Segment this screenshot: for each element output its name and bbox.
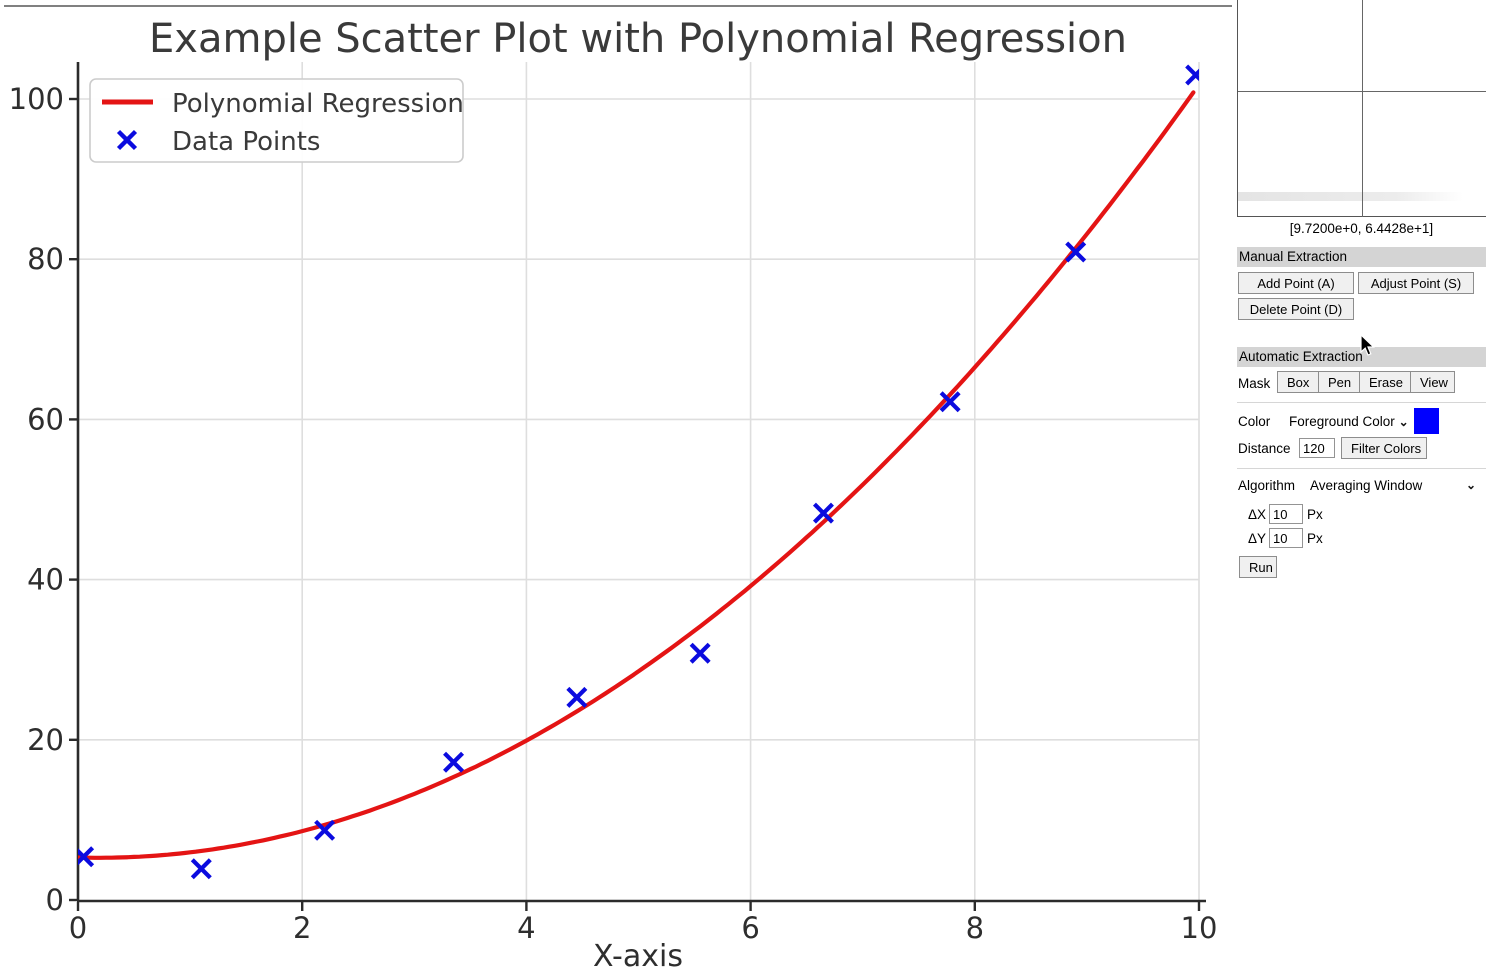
data-point-marker[interactable] xyxy=(314,819,336,841)
regression-curve xyxy=(78,90,1196,860)
data-point-marker[interactable] xyxy=(1065,241,1087,263)
algorithm-label: Algorithm xyxy=(1238,478,1296,493)
x-tick-label: 10 xyxy=(1181,911,1218,945)
mask-view-button[interactable]: View xyxy=(1410,371,1455,393)
data-point-marker[interactable] xyxy=(190,858,212,880)
separator xyxy=(1237,468,1486,469)
x-tick-label: 6 xyxy=(741,911,759,945)
data-point-marker[interactable] xyxy=(566,686,588,708)
dy-unit: Px xyxy=(1307,531,1323,546)
mask-button-group: Box Pen Erase View xyxy=(1277,371,1455,393)
x-tick-label: 8 xyxy=(966,911,984,945)
zoom-preview-window xyxy=(1237,0,1486,217)
dy-label: ΔY xyxy=(1248,531,1267,546)
color-select[interactable]: Foreground Color ⌄ xyxy=(1289,414,1409,429)
separator xyxy=(1237,402,1486,403)
chart-canvas[interactable]: 0 20 40 60 80 100 0 2 4 6 8 10 Example Scatter Plot … xyxy=(0,0,1237,969)
dx-unit: Px xyxy=(1307,507,1323,522)
y-tick-label: 80 xyxy=(27,242,64,276)
legend: Polynomial Regression Data Points xyxy=(89,78,464,163)
color-select-value: Foreground Color xyxy=(1289,414,1395,429)
data-point-marker[interactable] xyxy=(75,846,95,868)
data-point-marker[interactable] xyxy=(812,502,834,524)
filter-colors-button[interactable]: Filter Colors xyxy=(1341,437,1427,459)
x-tick-label: 4 xyxy=(517,911,535,945)
run-button[interactable]: Run xyxy=(1239,556,1277,578)
mask-box-button[interactable]: Box xyxy=(1277,371,1319,393)
add-point-button[interactable]: Add Point (A) xyxy=(1238,272,1354,294)
foreground-color-swatch[interactable] xyxy=(1414,408,1439,434)
dx-input[interactable] xyxy=(1269,504,1303,524)
color-label: Color xyxy=(1238,414,1271,429)
y-tick-label: 40 xyxy=(27,563,64,597)
y-tick-label: 60 xyxy=(27,402,64,436)
y-tick-label: 0 xyxy=(46,883,64,917)
data-point-marker[interactable] xyxy=(689,642,711,664)
x-tick-label: 0 xyxy=(69,911,87,945)
data-point-marker[interactable] xyxy=(1185,64,1205,86)
algorithm-select-value: Averaging Window xyxy=(1310,478,1423,493)
adjust-point-button[interactable]: Adjust Point (S) xyxy=(1358,272,1474,294)
delete-point-button[interactable]: Delete Point (D) xyxy=(1238,298,1354,320)
mouse-cursor-icon xyxy=(1360,333,1375,356)
manual-extraction-header: Manual Extraction xyxy=(1237,247,1486,267)
distance-input[interactable] xyxy=(1299,438,1335,458)
x-tick-label: 2 xyxy=(293,911,311,945)
crosshair-vertical xyxy=(1362,0,1363,217)
cursor-coordinates: [9.7200e+0, 6.4428e+1] xyxy=(1289,221,1434,236)
distance-label: Distance xyxy=(1238,441,1291,456)
chevron-down-icon: ⌄ xyxy=(1398,415,1409,429)
mask-pen-button[interactable]: Pen xyxy=(1318,371,1360,393)
automatic-extraction-header: Automatic Extraction xyxy=(1237,347,1486,367)
legend-label-regression: Polynomial Regression xyxy=(172,89,464,119)
side-panel: [9.7200e+0, 6.4428e+1] Manual Extraction… xyxy=(1237,0,1486,969)
legend-label-points: Data Points xyxy=(172,127,320,157)
chart-title: Example Scatter Plot with Polynomial Reg… xyxy=(149,16,1127,62)
mask-erase-button[interactable]: Erase xyxy=(1359,371,1411,393)
y-tick-label: 20 xyxy=(27,723,64,757)
crosshair-horizontal xyxy=(1238,91,1486,92)
zoom-preview-content xyxy=(1238,192,1463,201)
y-tick-label: 100 xyxy=(9,82,64,116)
scatter-plot-image[interactable]: 0 20 40 60 80 100 0 2 4 6 8 10 Example Scatter Plot … xyxy=(0,0,1237,969)
data-point-marker[interactable] xyxy=(939,391,961,413)
mask-label: Mask xyxy=(1238,376,1271,391)
chevron-down-icon: ⌄ xyxy=(1466,478,1477,492)
algorithm-select[interactable]: Averaging Window xyxy=(1310,478,1422,493)
data-point-marker[interactable] xyxy=(443,751,465,773)
dx-label: ΔX xyxy=(1248,507,1267,522)
dy-input[interactable] xyxy=(1269,528,1303,548)
x-axis-label: X-axis xyxy=(593,939,683,969)
